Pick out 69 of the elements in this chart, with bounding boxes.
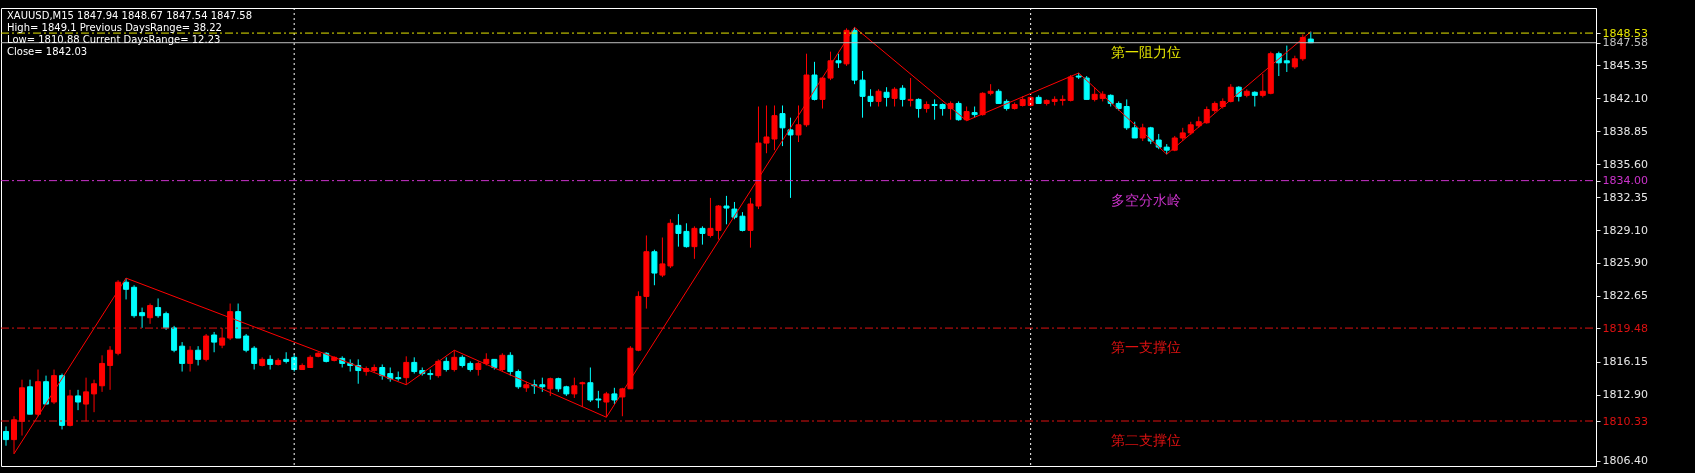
candlestick	[579, 381, 586, 408]
candlestick	[195, 345, 202, 366]
ref-line-label: 多空分水岭	[1111, 191, 1181, 208]
y-tick-label: 1834.00	[1602, 174, 1648, 188]
candlestick	[883, 86, 890, 108]
candlestick	[891, 86, 898, 108]
candlestick	[915, 97, 922, 119]
y-tick-label: 1835.60	[1602, 157, 1648, 171]
candlestick	[691, 225, 698, 260]
ref-line-label: 第一阻力位	[1111, 44, 1181, 61]
candlestick	[603, 391, 610, 418]
candlestick	[243, 333, 250, 353]
candlestick	[947, 100, 954, 121]
candlestick	[515, 369, 522, 390]
y-tick-label: 1822.65	[1602, 289, 1648, 303]
candlestick	[123, 277, 130, 300]
y-tick-label: 1832.35	[1602, 190, 1648, 204]
annotation: High= 1849.1 Previous DaysRange= 38.22	[7, 22, 222, 33]
candlestick	[1259, 73, 1266, 98]
candlestick	[211, 331, 218, 353]
y-tick-label: 1838.85	[1602, 124, 1648, 138]
ref-line-label: 第二支撑位	[1111, 432, 1181, 449]
candlestick	[171, 325, 178, 353]
candlestick	[163, 311, 170, 331]
y-tick-label: 1819.48	[1602, 321, 1648, 335]
candlestick	[699, 225, 706, 246]
y-tick-label: 1845.35	[1602, 58, 1648, 72]
y-tick-label: 1847.58	[1602, 36, 1648, 50]
candlestick	[435, 358, 442, 379]
y-tick-label: 1829.10	[1602, 223, 1648, 237]
candlestick	[1067, 74, 1074, 102]
candlestick	[155, 297, 162, 319]
candlestick	[403, 355, 410, 386]
candlestick	[99, 354, 106, 393]
y-tick-label: 1842.10	[1602, 91, 1648, 105]
candlestick	[907, 77, 914, 108]
candlestick	[3, 425, 9, 447]
y-tick-label: 1812.90	[1602, 388, 1648, 402]
candlestick	[91, 379, 98, 413]
candlestick	[75, 389, 82, 411]
candlestick	[499, 352, 506, 373]
chart-title: XAUUSD,M15 1847.94 1848.67 1847.54 1847.58	[7, 10, 253, 21]
candlestick	[139, 307, 146, 329]
candlestick	[179, 341, 186, 373]
y-tick-label: 1825.90	[1602, 256, 1648, 270]
candlestick	[107, 345, 114, 391]
candlestick	[507, 351, 514, 377]
y-tick-label: 1816.15	[1602, 355, 1648, 369]
candlestick	[1083, 75, 1090, 100]
candlestick	[899, 84, 906, 108]
candlestick	[451, 349, 458, 373]
candlestick	[147, 303, 154, 325]
candlestick	[571, 377, 578, 399]
candlestick	[787, 117, 794, 199]
candlestick	[187, 345, 194, 373]
candlestick	[219, 327, 226, 349]
candlestick	[83, 377, 90, 422]
candlestick	[43, 375, 50, 405]
candlestick	[955, 100, 962, 122]
candlestick	[203, 333, 210, 362]
candlestick	[1123, 98, 1130, 131]
annotation: Close= 1842.03	[7, 46, 88, 57]
candlestick	[779, 104, 786, 147]
y-tick-label: 1806.40	[1602, 454, 1648, 468]
candlestick	[1283, 45, 1290, 73]
candlestick	[651, 249, 658, 286]
ref-line-label: 第一支撑位	[1111, 339, 1181, 356]
y-tick-label: 1810.33	[1602, 414, 1648, 428]
candlestick	[251, 345, 258, 371]
